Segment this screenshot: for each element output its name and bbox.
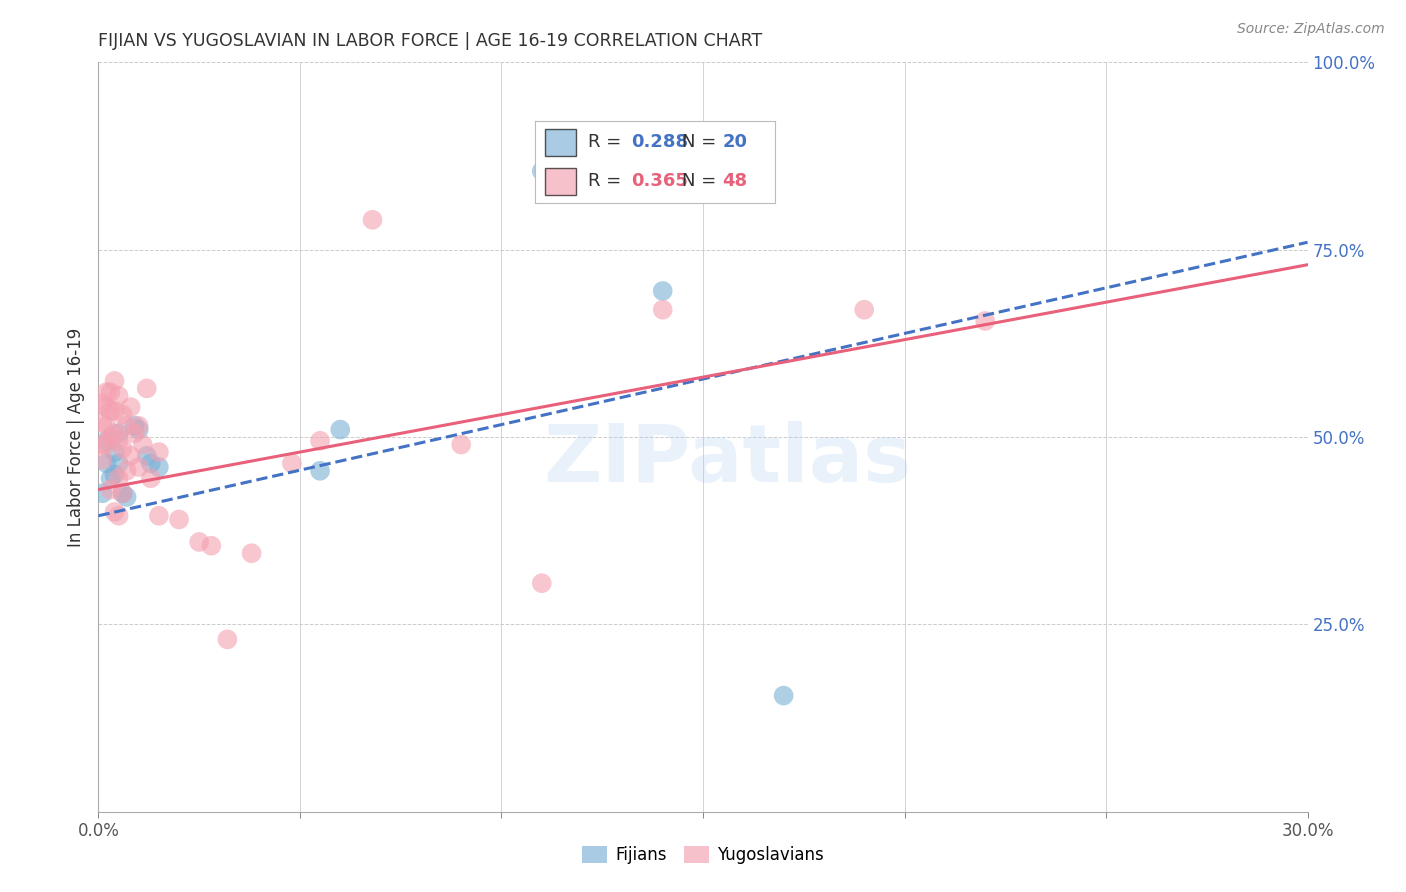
Point	[124, 418, 146, 433]
Y-axis label: In Labor Force | Age 16-19: In Labor Force | Age 16-19	[66, 327, 84, 547]
Text: 20: 20	[723, 133, 748, 152]
Point	[450, 437, 472, 451]
Point	[96, 385, 118, 400]
Point	[100, 483, 122, 497]
Point	[853, 302, 876, 317]
Text: R =: R =	[588, 172, 627, 190]
Point	[111, 486, 134, 500]
Point	[128, 460, 150, 475]
Point	[124, 426, 146, 441]
Point	[96, 456, 118, 470]
Point	[115, 418, 138, 433]
Point	[217, 632, 239, 647]
Point	[103, 404, 125, 418]
Point	[309, 434, 332, 448]
Point	[240, 546, 263, 560]
Point	[107, 389, 129, 403]
Point	[111, 442, 134, 456]
Point	[96, 437, 118, 451]
Point	[139, 456, 162, 470]
Text: FIJIAN VS YUGOSLAVIAN IN LABOR FORCE | AGE 16-19 CORRELATION CHART: FIJIAN VS YUGOSLAVIAN IN LABOR FORCE | A…	[98, 32, 762, 50]
Text: 0.288: 0.288	[631, 133, 689, 152]
Point	[107, 434, 129, 448]
Point	[103, 505, 125, 519]
Point	[135, 449, 157, 463]
Text: R =: R =	[588, 133, 627, 152]
Point	[91, 452, 114, 467]
Point	[115, 464, 138, 478]
Point	[974, 314, 997, 328]
Point	[107, 456, 129, 470]
Point	[103, 426, 125, 441]
Point	[100, 430, 122, 444]
Point	[139, 471, 162, 485]
Point	[651, 284, 673, 298]
Point	[111, 486, 134, 500]
Point	[329, 423, 352, 437]
Point	[107, 426, 129, 441]
Text: ZIPatlas: ZIPatlas	[543, 420, 911, 499]
Point	[148, 508, 170, 523]
Text: N =: N =	[682, 172, 721, 190]
Point	[103, 445, 125, 459]
Point	[148, 460, 170, 475]
Point	[107, 508, 129, 523]
Point	[281, 456, 304, 470]
Point	[135, 381, 157, 395]
Point	[100, 404, 122, 418]
FancyBboxPatch shape	[546, 168, 576, 195]
Point	[167, 512, 190, 526]
Point	[128, 423, 150, 437]
Point	[107, 471, 129, 485]
Point	[128, 418, 150, 433]
Point	[361, 212, 384, 227]
Point	[120, 449, 142, 463]
Point	[188, 535, 211, 549]
Point	[530, 164, 553, 178]
Text: N =: N =	[682, 133, 721, 152]
Point	[115, 490, 138, 504]
Point	[132, 437, 155, 451]
Point	[96, 400, 118, 414]
Point	[120, 400, 142, 414]
Text: 0.365: 0.365	[631, 172, 688, 190]
Legend: Fijians, Yugoslavians: Fijians, Yugoslavians	[575, 839, 831, 871]
Point	[100, 471, 122, 485]
Point	[111, 408, 134, 422]
Point	[530, 576, 553, 591]
Point	[96, 418, 118, 433]
Text: 48: 48	[723, 172, 748, 190]
Point	[148, 445, 170, 459]
Point	[91, 415, 114, 429]
Point	[96, 434, 118, 448]
Point	[309, 464, 332, 478]
Point	[91, 396, 114, 410]
Point	[91, 486, 114, 500]
Point	[91, 437, 114, 451]
Text: Source: ZipAtlas.com: Source: ZipAtlas.com	[1237, 22, 1385, 37]
Point	[103, 374, 125, 388]
Point	[100, 385, 122, 400]
Point	[103, 467, 125, 482]
Point	[651, 302, 673, 317]
FancyBboxPatch shape	[546, 129, 576, 156]
Point	[772, 689, 794, 703]
Point	[200, 539, 222, 553]
